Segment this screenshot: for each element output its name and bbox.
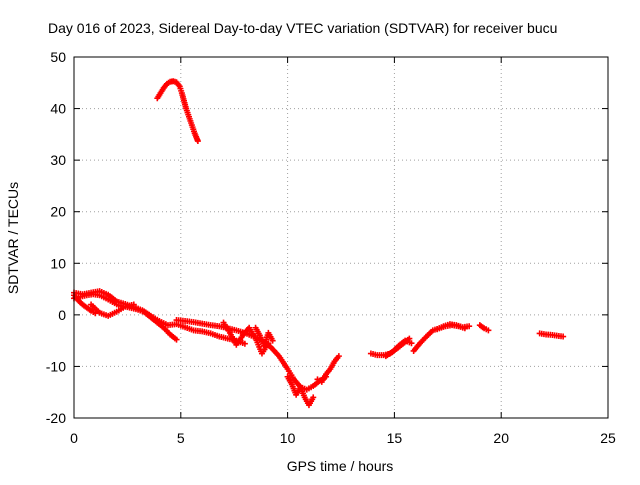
y-tick-label: 30	[50, 152, 66, 168]
y-tick-label: 20	[50, 204, 66, 220]
x-tick-labels: 0 5 10 15 20 25	[70, 430, 616, 446]
data-point	[241, 340, 248, 347]
y-tick-label: 40	[50, 101, 66, 117]
x-tick-label: 10	[280, 430, 296, 446]
series-arc-15	[536, 330, 567, 340]
series-arc-4	[88, 301, 137, 319]
series-arc-high	[154, 78, 201, 145]
x-tick-label: 20	[493, 430, 509, 446]
axis-ticks	[73, 56, 609, 419]
data-point	[310, 394, 317, 401]
data-point	[269, 337, 276, 344]
data-point	[466, 323, 473, 330]
y-axis-label: SDTVAR / TECUs	[5, 182, 21, 294]
series-arc-13	[434, 321, 473, 333]
plot-frame	[73, 56, 609, 419]
data-point	[130, 301, 137, 308]
data-point	[408, 340, 415, 347]
series-arc-14	[476, 322, 492, 334]
y-tick-label: -10	[46, 358, 66, 374]
x-tick-label: 0	[70, 430, 78, 446]
data-point	[335, 353, 342, 360]
data-series	[71, 78, 567, 409]
y-tick-label: -20	[46, 410, 66, 426]
data-point	[194, 138, 201, 145]
x-tick-label: 15	[387, 430, 403, 446]
y-tick-label: 50	[50, 49, 66, 65]
series-arc-3	[71, 288, 248, 347]
data-point	[173, 336, 180, 343]
series-arc-8	[284, 373, 317, 409]
series-arc-11	[382, 337, 415, 360]
y-tick-labels: -20 -10 0 10 20 30 40 50	[46, 49, 66, 426]
x-axis-label: GPS time / hours	[287, 458, 394, 474]
series-arc-7	[252, 324, 276, 349]
y-tick-label: 0	[58, 307, 66, 323]
x-tick-label: 25	[600, 430, 616, 446]
series-arc-9	[314, 353, 342, 385]
y-tick-label: 10	[50, 255, 66, 271]
data-point	[485, 327, 492, 334]
x-tick-label: 5	[177, 430, 185, 446]
grid-lines	[74, 57, 608, 418]
data-point	[560, 333, 567, 340]
chart-title: Day 016 of 2023, Sidereal Day-to-day VTE…	[48, 20, 557, 36]
